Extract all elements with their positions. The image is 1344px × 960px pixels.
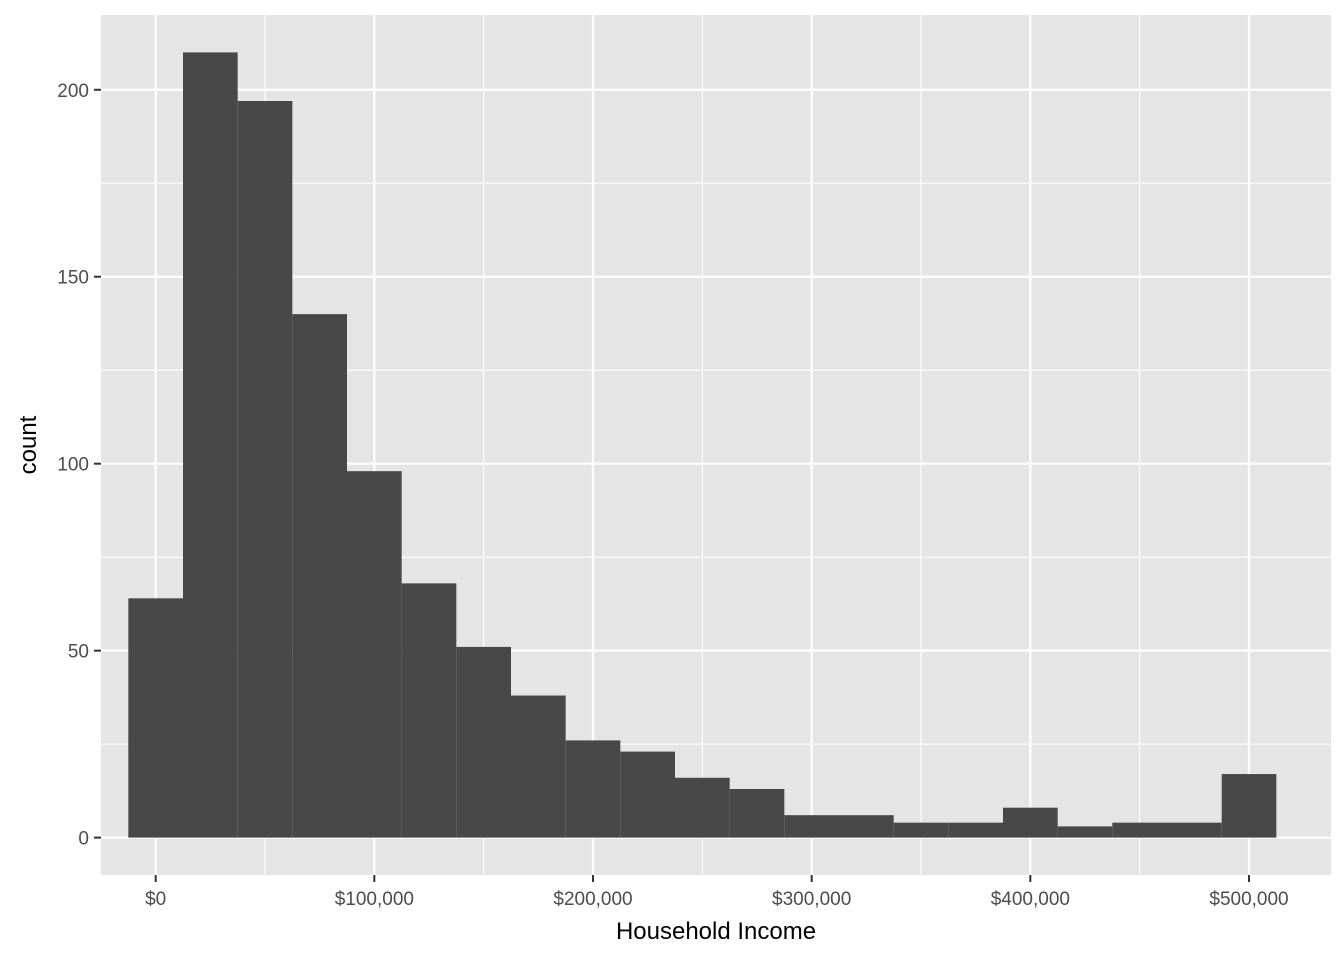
histogram-bar [456, 646, 511, 838]
x-tick-label: $100,000 [335, 889, 414, 910]
y-tick-label: 100 [57, 455, 89, 476]
x-tick-label: $500,000 [1209, 889, 1288, 910]
y-axis-title: count [15, 415, 42, 474]
histogram-bar [1221, 774, 1277, 838]
x-tick-label: $400,000 [991, 889, 1070, 910]
x-axis-title: Household Income [616, 918, 816, 945]
histogram-bar [948, 822, 1003, 838]
y-tick-label: 50 [68, 642, 89, 663]
x-tick-label: $0 [145, 889, 166, 910]
histogram-bar [1003, 807, 1058, 838]
y-tick-label: 0 [78, 829, 89, 850]
histogram-bar [729, 789, 785, 838]
y-axis-ticks: 0 50 100 150 200 [57, 81, 101, 850]
histogram-bar [183, 52, 238, 838]
x-tick-label: $200,000 [553, 889, 632, 910]
histogram-bar [1112, 822, 1167, 838]
histogram-bar [1057, 826, 1113, 838]
histogram-bar [292, 314, 347, 838]
histogram-bars [128, 52, 1277, 838]
histogram-bar [893, 822, 949, 838]
histogram-bar [1167, 822, 1222, 838]
histogram-bar [620, 751, 675, 838]
y-tick-label: 150 [57, 268, 89, 289]
histogram-bar [839, 815, 894, 838]
histogram-bar [784, 815, 839, 838]
histogram-bar [675, 777, 730, 838]
histogram-bar [128, 598, 183, 838]
histogram-bar [347, 471, 402, 838]
x-tick-label: $300,000 [772, 889, 851, 910]
histogram-bar [401, 583, 457, 838]
y-tick-label: 200 [57, 81, 89, 102]
histogram-bar [237, 101, 293, 838]
histogram-bar [511, 695, 566, 838]
x-axis-ticks: $0 $100,000 $200,000 $300,000 $400,000 $500,0… [145, 875, 1289, 910]
histogram-bar [565, 740, 621, 838]
